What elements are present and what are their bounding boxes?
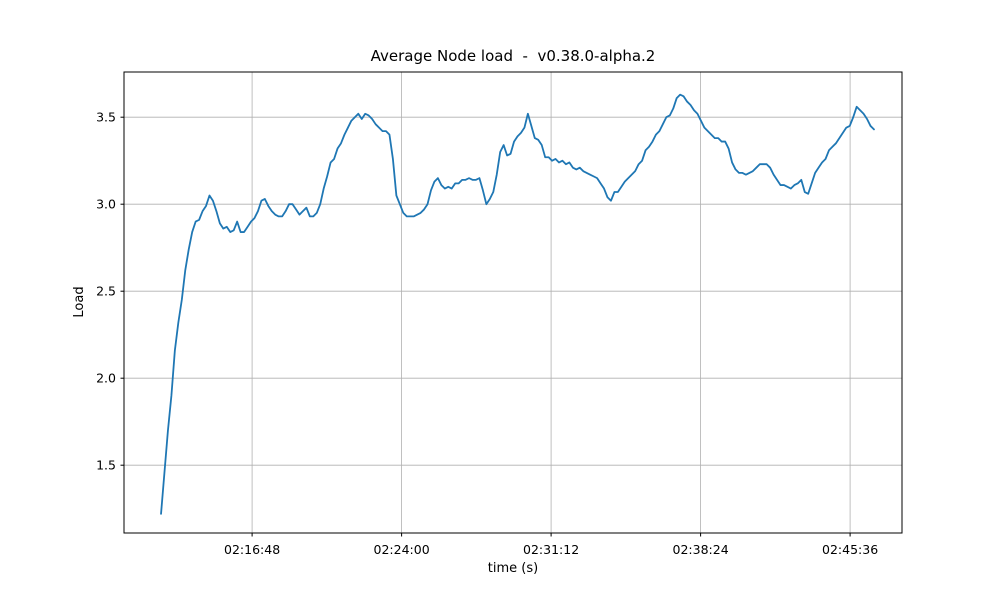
x-tick-label: 02:16:48	[224, 542, 280, 557]
x-tick-label: 02:45:36	[822, 542, 878, 557]
plot-border	[123, 71, 903, 534]
y-tick-label: 3.5	[96, 110, 116, 125]
x-axis-label: time (s)	[488, 561, 538, 576]
x-tick-label: 02:38:24	[673, 542, 729, 557]
y-tick-label: 1.5	[96, 458, 116, 473]
y-axis-label: Load	[72, 286, 87, 317]
x-tick-label: 02:31:12	[523, 542, 579, 557]
y-tick-label: 2.0	[96, 371, 116, 386]
x-tick-label: 02:24:00	[374, 542, 430, 557]
y-tick-label: 3.0	[96, 197, 116, 212]
load-series-line	[160, 93, 875, 515]
axis-tick-labels: 02:16:48 02:24:00 02:31:12 02:38:24 02:45:36…	[96, 110, 878, 558]
chart-title: Average Node load - v0.38.0-alpha.2	[371, 47, 656, 65]
axis-tick-marks	[120, 116, 851, 537]
y-tick-label: 2.5	[96, 284, 116, 299]
grid-lines	[124, 72, 902, 533]
